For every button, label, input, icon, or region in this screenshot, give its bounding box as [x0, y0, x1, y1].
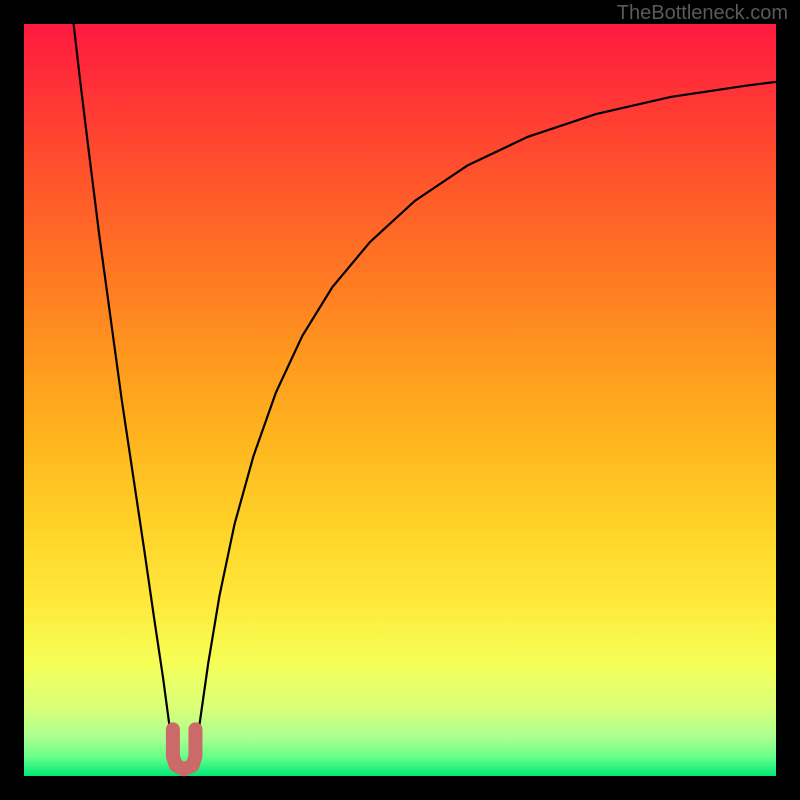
- bottleneck-chart: [0, 0, 800, 800]
- plot-background: [24, 24, 776, 776]
- chart-container: TheBottleneck.com: [0, 0, 800, 800]
- watermark-text: TheBottleneck.com: [617, 2, 788, 25]
